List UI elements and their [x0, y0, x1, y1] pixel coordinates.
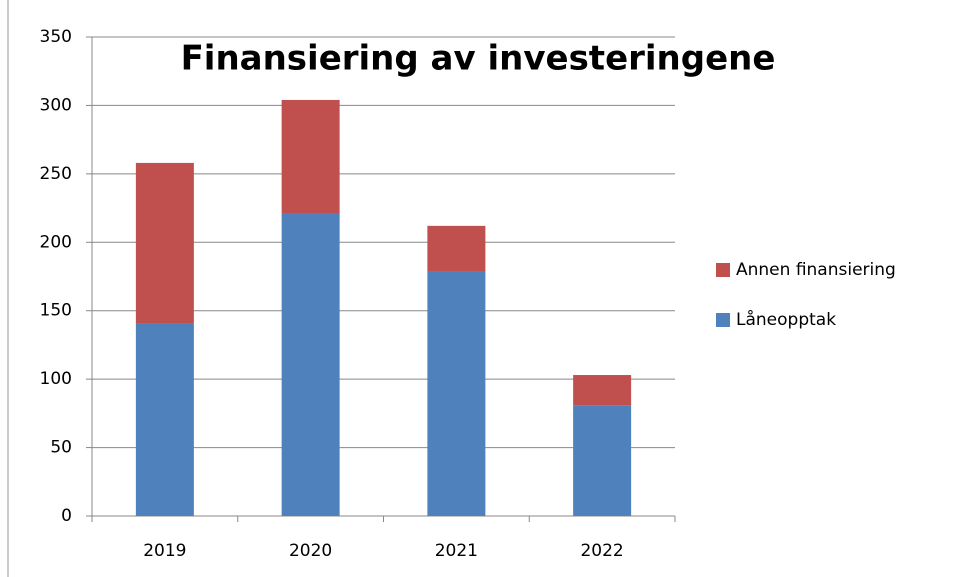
y-tick-label: 250: [40, 164, 72, 184]
x-tick-label: 2020: [289, 541, 332, 561]
legend-swatch: [716, 313, 730, 327]
x-tick-label: 2021: [435, 541, 478, 561]
bar-segment: [427, 225, 486, 272]
x-tick-label: 2019: [143, 541, 186, 561]
y-tick-label: 50: [50, 438, 72, 458]
y-tick-label: 100: [40, 369, 72, 389]
y-tick-label: 0: [61, 506, 72, 526]
bar-segment: [281, 213, 340, 516]
chart-title: Finansiering av investeringene: [181, 39, 776, 79]
y-tick-label: 150: [40, 301, 72, 321]
legend-label: Annen finansiering: [736, 260, 896, 280]
y-tick-label: 200: [40, 232, 72, 252]
bar-segment: [573, 375, 632, 406]
x-tick-label: 2022: [580, 541, 623, 561]
y-tick-label: 350: [40, 27, 72, 47]
legend-swatch: [716, 263, 730, 277]
bar-segment: [135, 162, 194, 324]
bar-segment: [427, 271, 486, 516]
bar-segment: [573, 405, 632, 516]
y-tick-label: 300: [40, 95, 72, 115]
legend-label: Låneopptak: [736, 309, 836, 330]
bar-segment: [135, 323, 194, 516]
bar-segment: [281, 99, 340, 214]
